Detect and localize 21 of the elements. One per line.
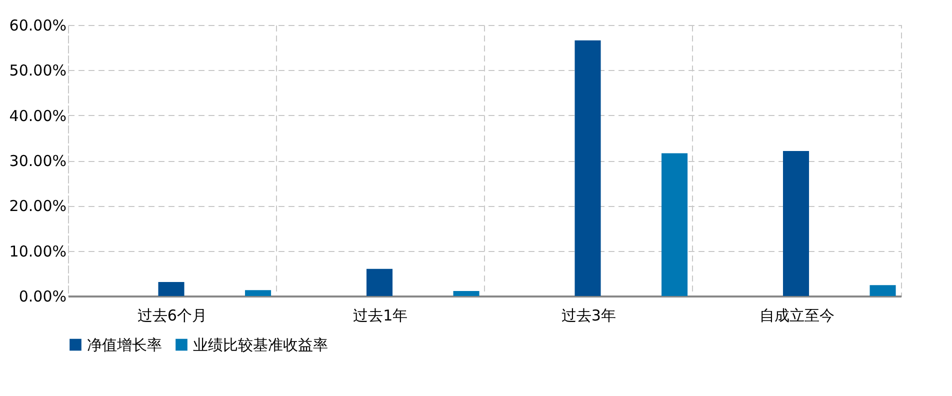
- x-tick-label: 过去6个月: [137, 306, 207, 324]
- bar: [662, 153, 688, 296]
- y-tick-label: 50.00%: [9, 62, 66, 80]
- y-tick-label: 10.00%: [9, 242, 66, 260]
- x-tick-label: 过去3年: [561, 306, 616, 324]
- bar: [366, 268, 393, 296]
- legend-label: 业绩比较基准收益率: [193, 336, 328, 354]
- y-tick-label: 30.00%: [9, 152, 66, 170]
- bar: [158, 282, 184, 296]
- y-tick-label: 40.00%: [9, 106, 66, 125]
- bar: [453, 291, 480, 296]
- x-tick-label: 自成立至今: [759, 306, 834, 324]
- bar: [574, 40, 601, 296]
- bar: [782, 151, 810, 296]
- y-tick-label: 0.00%: [18, 288, 66, 306]
- bar: [870, 285, 896, 296]
- bar: [245, 290, 272, 296]
- y-tick-label: 60.00%: [9, 16, 66, 34]
- x-tick-label: 过去1年: [353, 306, 408, 324]
- y-tick-label: 20.00%: [9, 197, 66, 216]
- legend-label: 净值增长率: [87, 336, 162, 354]
